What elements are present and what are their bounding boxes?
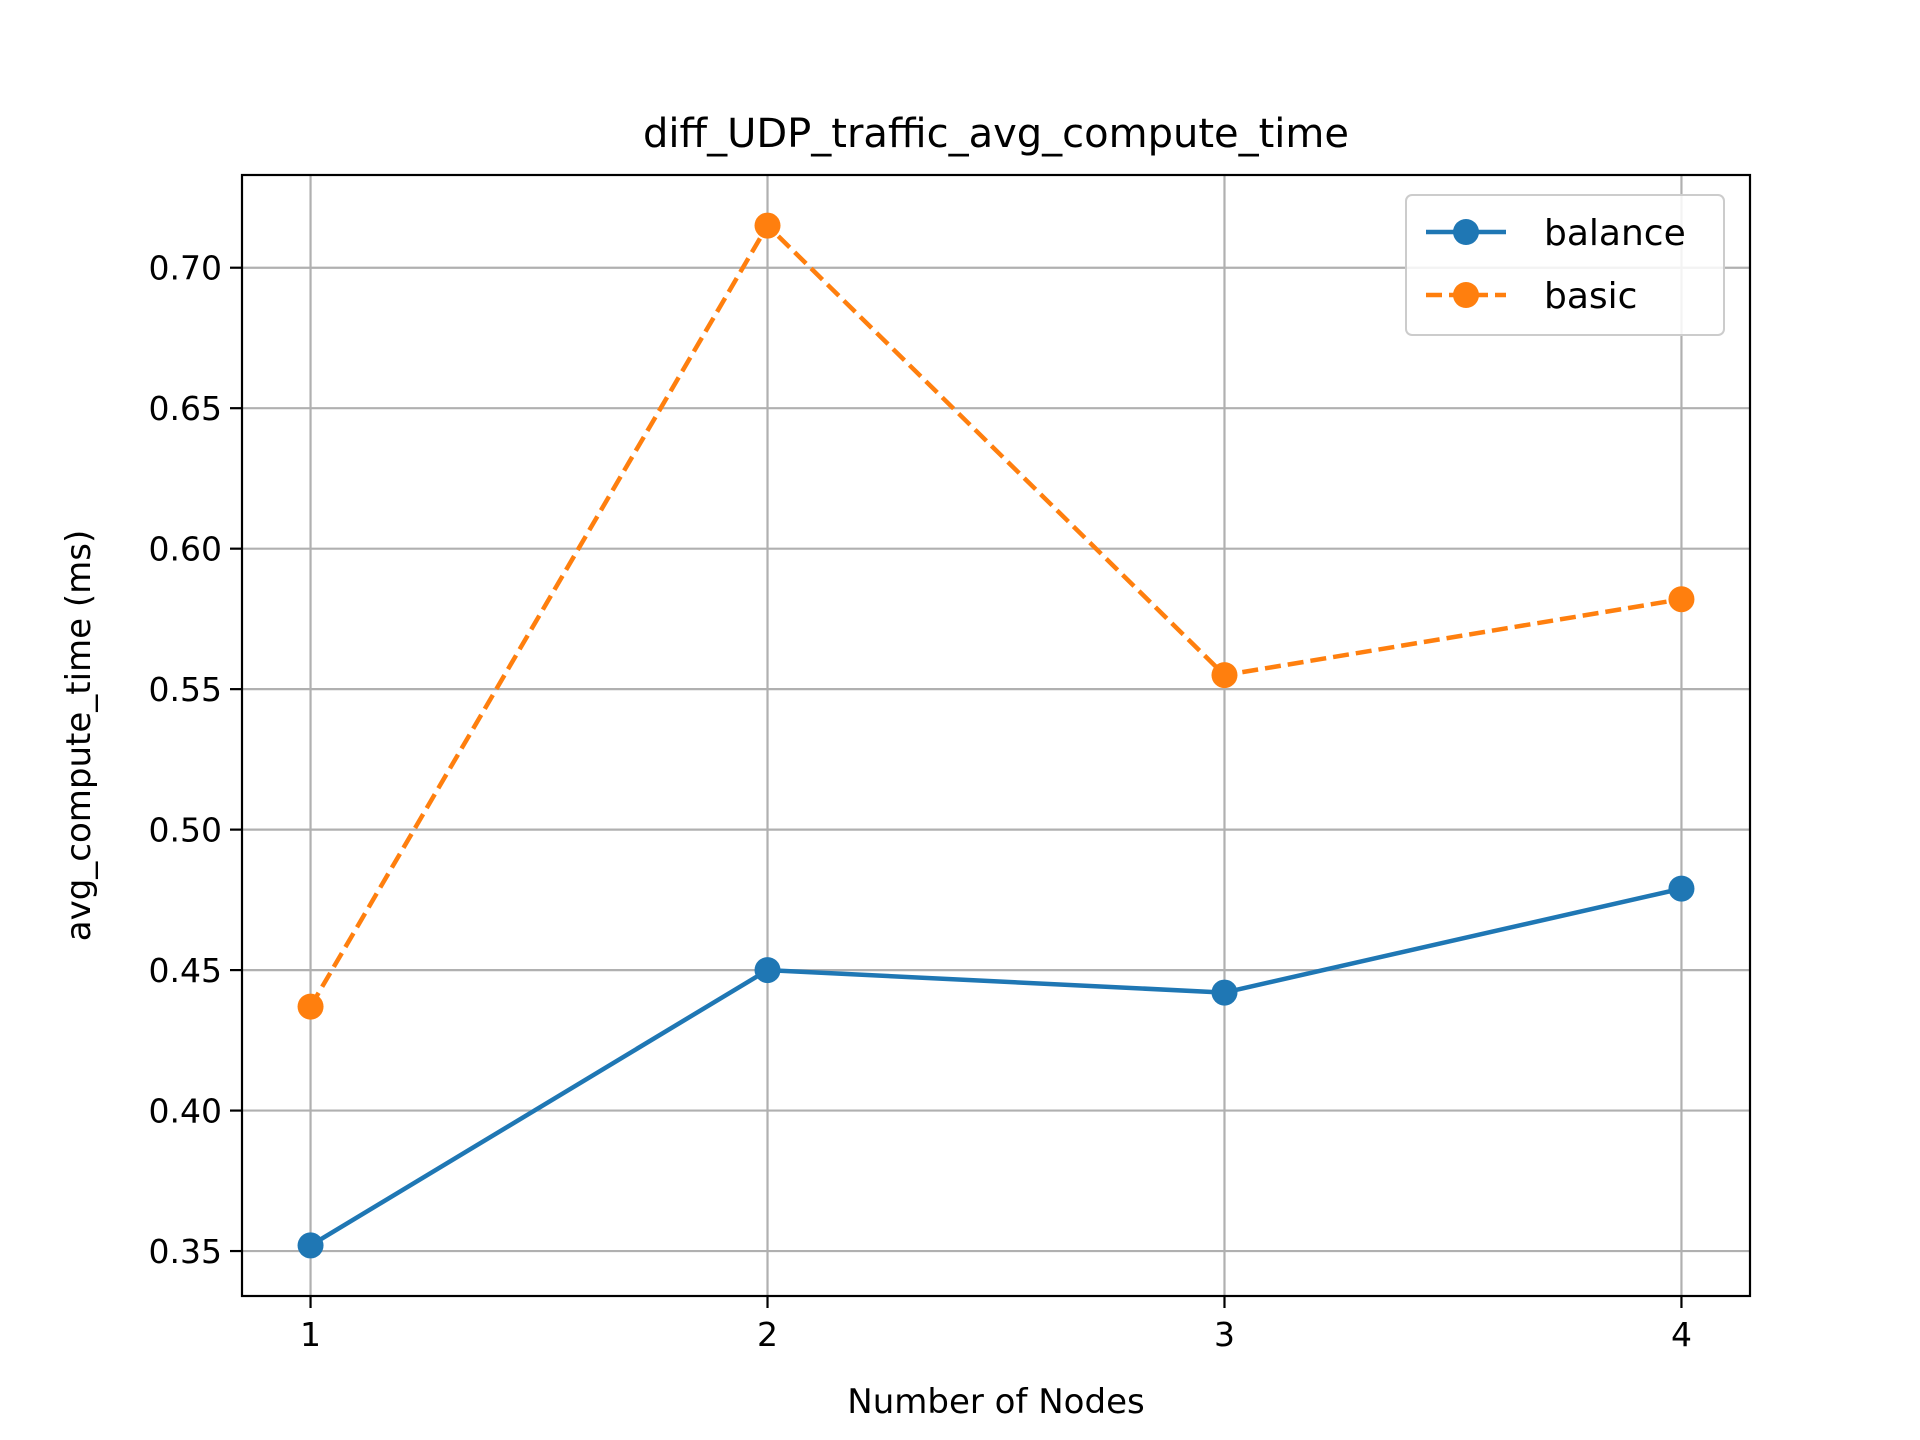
series-line-balance <box>309 886 1682 1248</box>
y-tick-label: 0.50 <box>149 811 222 850</box>
y-axis-ticks: 0.35 0.40 0.45 0.50 0.55 0.60 0.65 0.70 <box>149 249 242 1271</box>
x-tick-label: 4 <box>1671 1315 1692 1354</box>
data-point-basic <box>1211 662 1238 689</box>
data-point-basic <box>297 993 324 1020</box>
data-point-basic <box>1668 586 1695 613</box>
data-point-balance <box>754 957 781 984</box>
y-tick-label: 0.35 <box>149 1232 222 1271</box>
x-tick-label: 2 <box>757 1315 778 1354</box>
x-axis-ticks: 1 2 3 4 <box>300 1296 1692 1354</box>
series-markers <box>297 212 1695 1259</box>
chart-title: diff_UDP_traffic_avg_compute_time <box>643 111 1349 157</box>
x-tick-label: 3 <box>1214 1315 1235 1354</box>
y-tick-label: 0.55 <box>149 670 222 709</box>
legend-swatch-marker <box>1453 282 1479 308</box>
legend-label-balance: balance <box>1544 213 1686 254</box>
y-tick-label: 0.40 <box>149 1092 222 1131</box>
plot-frame <box>240 173 1752 1298</box>
grid-lines <box>242 175 1750 1296</box>
y-tick-label: 0.65 <box>149 389 222 428</box>
legend-swatch-marker <box>1453 219 1479 245</box>
x-axis-label: Number of Nodes <box>847 1382 1144 1422</box>
y-axis-label: avg_compute_time (ms) <box>59 530 99 942</box>
data-point-balance <box>1668 875 1695 902</box>
y-tick-label: 0.60 <box>149 530 222 569</box>
data-point-balance <box>297 1232 324 1259</box>
x-tick-label: 1 <box>300 1315 321 1354</box>
series-line-basic <box>308 223 1682 1008</box>
data-point-balance <box>1211 979 1238 1006</box>
y-tick-label: 0.45 <box>149 951 222 990</box>
series-lines <box>308 223 1682 1248</box>
y-tick-label: 0.70 <box>149 249 222 288</box>
legend: balance basic <box>1405 194 1725 336</box>
legend-label-basic: basic <box>1544 276 1637 317</box>
data-point-basic <box>754 212 781 239</box>
